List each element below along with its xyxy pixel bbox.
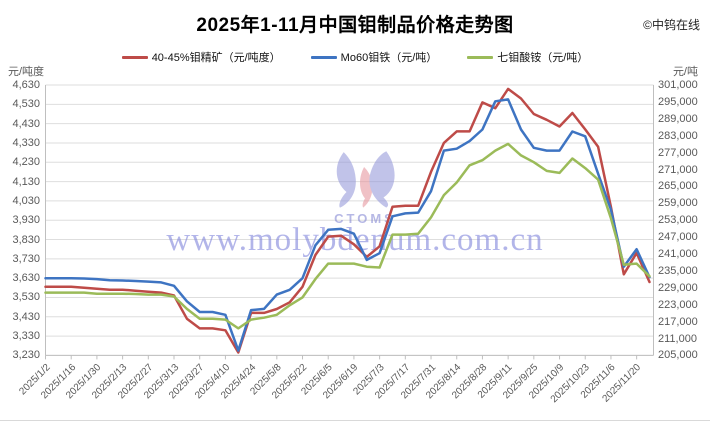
right-tick-label: 235,000 <box>658 264 698 277</box>
left-tick-label: 4,630 <box>12 79 40 91</box>
right-tick-label: 259,000 <box>658 197 698 210</box>
right-tick-label: 211,000 <box>658 332 697 345</box>
legend-item-0: 40-45%钼精矿（元/吨度） <box>121 49 281 65</box>
left-tick-label: 3,430 <box>12 310 40 323</box>
chart-legend: 40-45%钼精矿（元/吨度） Mo60钼铁（元/吨） 七钼酸铵（元/吨） <box>0 49 710 65</box>
right-tick-label: 271,000 <box>658 163 698 176</box>
right-tick-label: 247,000 <box>658 231 698 244</box>
left-tick-label: 4,230 <box>12 156 40 169</box>
left-tick-label: 3,730 <box>12 252 40 265</box>
right-axis-unit: 元/吨 <box>672 66 698 78</box>
left-tick-label: 4,130 <box>12 175 40 188</box>
left-tick-label: 3,930 <box>12 214 40 227</box>
right-tick-label: 205,000 <box>658 349 698 362</box>
left-tick-label: 3,630 <box>12 272 40 285</box>
legend-swatch-icon <box>310 55 337 59</box>
legend-swatch-icon <box>121 55 148 59</box>
right-tick-label: 229,000 <box>658 281 698 294</box>
copyright-label: ©中钨在线 <box>643 18 700 32</box>
right-tick-label: 301,000 <box>658 79 698 91</box>
legend-label: Mo60钼铁（元/吨） <box>340 52 438 64</box>
right-tick-label: 253,000 <box>658 214 698 227</box>
legend-item-1: Mo60钼铁（元/吨） <box>310 49 438 65</box>
legend-label: 七钼酸铵（元/吨） <box>497 52 589 64</box>
right-tick-label: 241,000 <box>658 248 698 260</box>
legend-label: 40-45%钼精矿（元/吨度） <box>151 52 281 64</box>
right-tick-label: 217,000 <box>658 315 698 328</box>
right-tick-label: 295,000 <box>658 95 698 108</box>
left-tick-label: 4,530 <box>12 98 40 111</box>
left-tick-label: 3,230 <box>12 349 40 362</box>
series-line-1 <box>44 98 651 352</box>
left-tick-label: 3,830 <box>12 233 40 246</box>
right-tick-label: 289,000 <box>658 112 698 125</box>
left-tick-label: 4,330 <box>12 136 40 149</box>
left-tick-label: 4,430 <box>12 117 40 130</box>
left-tick-label: 4,030 <box>12 194 40 207</box>
bottom-divider <box>0 420 710 421</box>
right-tick-label: 223,000 <box>658 298 698 311</box>
legend-swatch-icon <box>467 55 494 59</box>
legend-item-2: 七钼酸铵（元/吨） <box>467 49 588 65</box>
left-axis-unit: 元/吨度 <box>8 66 45 78</box>
chart-title: 2025年1-11月中国钼制品价格走势图 <box>196 15 514 36</box>
right-tick-label: 277,000 <box>658 146 698 159</box>
left-tick-label: 3,530 <box>12 291 40 304</box>
series-line-2 <box>44 142 651 330</box>
right-tick-label: 265,000 <box>658 180 698 193</box>
left-tick-label: 3,330 <box>12 330 40 343</box>
right-tick-label: 283,000 <box>658 129 698 142</box>
series-line-0 <box>44 87 651 354</box>
